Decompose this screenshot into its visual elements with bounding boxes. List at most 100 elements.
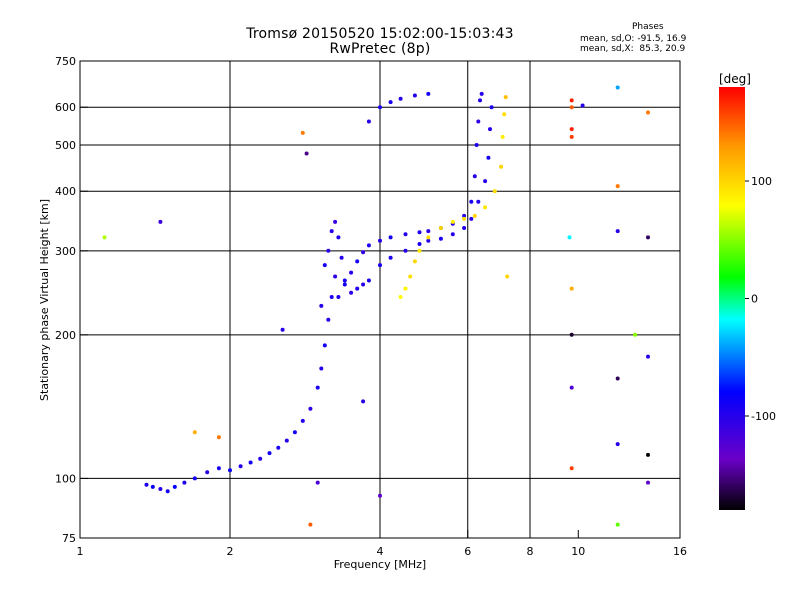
y-tick-label: 500	[55, 139, 76, 152]
colorbar-tick-label: 0	[751, 293, 758, 306]
data-point	[355, 259, 360, 264]
data-point	[326, 317, 331, 322]
data-point	[408, 274, 413, 279]
data-point	[462, 226, 467, 230]
data-point	[248, 460, 253, 465]
data-point	[276, 445, 281, 450]
data-point	[615, 522, 620, 527]
colorbar-tick-label: 100	[751, 175, 772, 188]
data-point	[336, 235, 341, 240]
y-tick-label: 750	[55, 55, 76, 68]
data-point	[505, 274, 510, 279]
data-point	[450, 219, 455, 224]
data-point	[486, 155, 491, 160]
data-point	[476, 119, 481, 124]
data-point	[315, 385, 320, 390]
data-point	[472, 174, 477, 179]
data-point	[438, 226, 443, 230]
data-point	[615, 376, 620, 381]
data-point	[426, 229, 431, 234]
data-point	[388, 255, 393, 260]
data-point	[569, 466, 574, 471]
chart-subtitle: RwPretec (8p)	[329, 41, 431, 57]
data-point	[216, 435, 221, 440]
data-point	[319, 366, 324, 371]
colorbar: [deg] 100 0 -100	[719, 72, 776, 510]
data-point	[615, 442, 620, 447]
x-axis-label: Frequency [MHz]	[334, 558, 426, 571]
data-point	[478, 98, 482, 103]
data-point	[284, 438, 289, 443]
chart-title: Tromsø 20150520 15:02:00-15:03:43	[246, 26, 514, 42]
data-point	[474, 143, 479, 147]
data-point	[615, 184, 620, 189]
phases-title: Phases	[632, 22, 664, 32]
data-point	[182, 480, 187, 485]
data-point	[366, 243, 371, 248]
data-point	[336, 295, 341, 299]
phases-o-stats: mean, sd,O: -91.5, 16.9	[580, 34, 687, 44]
data-point	[646, 235, 650, 240]
data-point	[633, 332, 638, 337]
x-tick-label: 8	[527, 545, 534, 558]
data-point	[342, 278, 347, 283]
y-tick-label: 400	[55, 185, 76, 198]
x-tick-label: 16	[673, 545, 687, 558]
data-point	[158, 487, 163, 491]
data-point	[361, 250, 366, 255]
data-point	[462, 213, 467, 218]
data-point	[469, 199, 474, 204]
data-point	[483, 205, 488, 210]
y-tick-label: 600	[55, 101, 76, 114]
data-point	[489, 105, 494, 110]
data-point	[322, 343, 327, 348]
data-point	[205, 470, 210, 475]
data-point	[329, 295, 334, 299]
data-point	[492, 189, 497, 194]
data-point	[569, 127, 574, 132]
colorbar-gradient	[719, 87, 745, 510]
data-point	[417, 242, 422, 246]
data-point	[333, 274, 338, 279]
data-point	[322, 263, 327, 268]
data-point	[172, 484, 177, 489]
data-point	[569, 105, 574, 110]
data-point	[258, 456, 263, 461]
data-point	[192, 430, 197, 435]
data-point	[646, 452, 650, 457]
colorbar-label: [deg]	[719, 72, 751, 86]
data-point	[339, 255, 344, 260]
data-point	[349, 290, 354, 295]
data-point	[361, 282, 366, 287]
data-point	[403, 232, 408, 237]
data-point	[479, 91, 484, 96]
data-point	[366, 119, 371, 124]
axes: 1 2 4 6 8 10 16 75 100 200 300 400 500 600 750	[55, 55, 687, 558]
data-point	[488, 127, 492, 132]
x-tick-label: 1	[77, 545, 84, 558]
data-point	[308, 522, 313, 527]
data-point	[569, 332, 574, 337]
data-point	[378, 238, 382, 243]
data-point	[388, 235, 393, 240]
data-point	[326, 248, 331, 253]
data-point	[349, 270, 354, 275]
data-point	[462, 216, 467, 221]
data-point	[476, 199, 481, 204]
data-point	[567, 235, 572, 240]
data-point	[228, 468, 232, 473]
data-point	[329, 229, 334, 234]
grid-lines	[80, 61, 680, 538]
data-point	[361, 399, 366, 404]
data-point	[646, 480, 650, 485]
data-point	[150, 484, 155, 489]
data-point	[378, 105, 382, 110]
data-point	[280, 327, 285, 332]
data-point	[378, 263, 382, 268]
data-point	[144, 482, 149, 487]
data-point	[315, 480, 320, 485]
data-point	[503, 95, 508, 100]
y-tick-label: 300	[55, 245, 76, 258]
phases-x-stats: mean, sd,X: 85.3, 20.9	[580, 44, 686, 54]
data-point	[412, 259, 417, 264]
